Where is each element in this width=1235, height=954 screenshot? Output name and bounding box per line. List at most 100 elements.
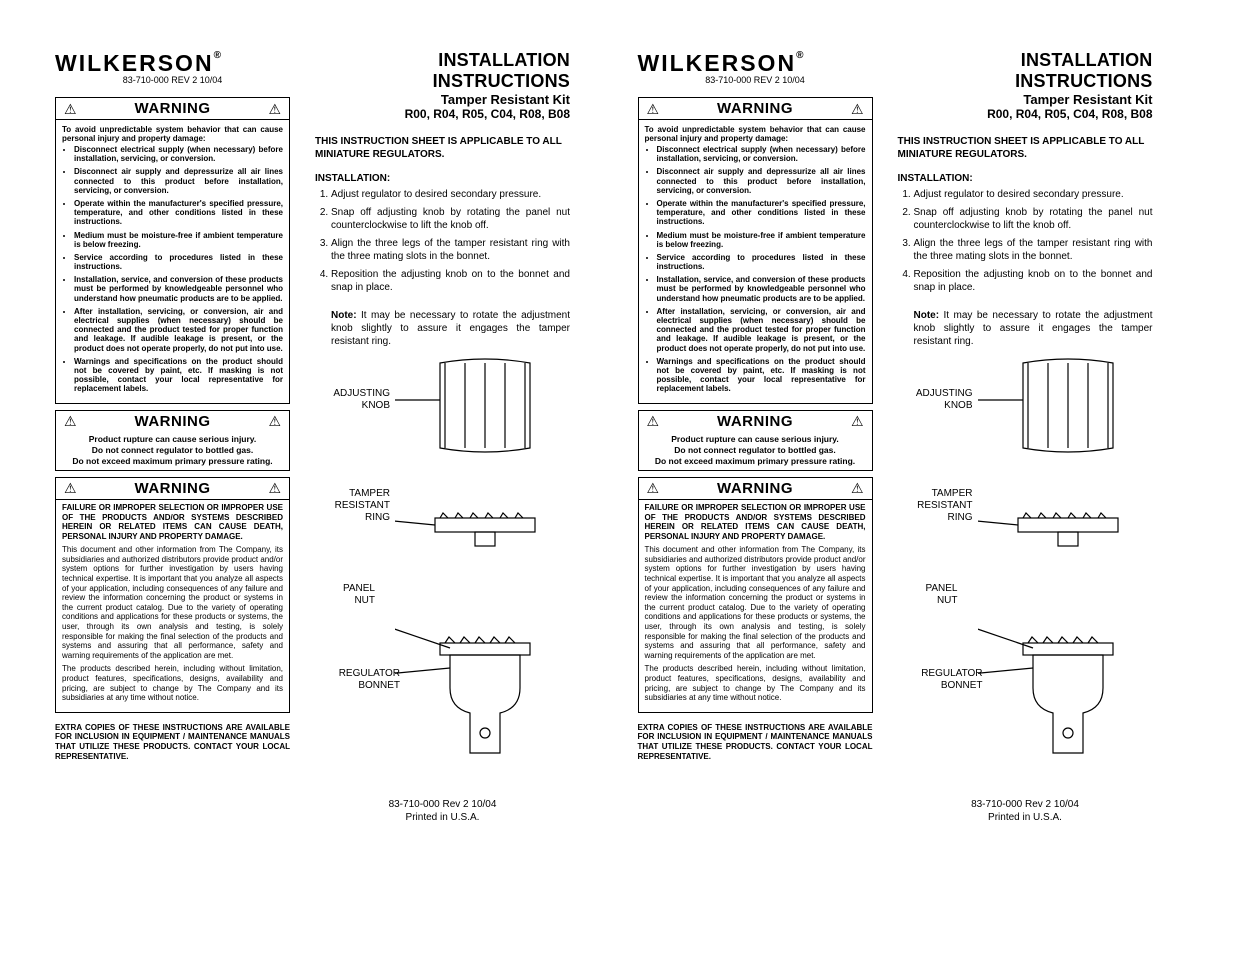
warning-label: WARNING xyxy=(717,480,793,497)
bullet: Installation, service, and conversion of… xyxy=(74,275,283,303)
label-knob: ADJUSTINGKNOB xyxy=(315,388,390,412)
bullet: Disconnect electrical supply (when neces… xyxy=(74,145,283,163)
warning-label: WARNING xyxy=(717,413,793,430)
bullet: Disconnect electrical supply (when neces… xyxy=(657,145,866,163)
brand-name: WILKERSON® xyxy=(55,50,223,76)
step: Align the three legs of the tamper resis… xyxy=(914,237,1153,263)
label-bonnet: REGULATORBONNET xyxy=(898,668,983,692)
warning-icon: ⚠ xyxy=(64,481,77,495)
diagram: ADJUSTINGKNOB TAMPERRESISTANTRING PANELN… xyxy=(315,358,570,798)
warning-label: WARNING xyxy=(135,100,211,117)
step: Align the three legs of the tamper resis… xyxy=(331,237,570,263)
step: Snap off adjusting knob by rotating the … xyxy=(331,206,570,232)
title-line-2: Tamper Resistant Kit xyxy=(898,92,1153,107)
install-steps: Adjust regulator to desired secondary pr… xyxy=(315,188,570,299)
warning2-line: Do not connect regulator to bottled gas. xyxy=(645,445,866,456)
warning-label: WARNING xyxy=(135,480,211,497)
warning-icon: ⚠ xyxy=(64,414,77,428)
footer-line-1: 83-710-000 Rev 2 10/04 xyxy=(315,798,570,811)
bullet: Operate within the manufacturer's specif… xyxy=(657,199,866,227)
warning-head: ⚠ WARNING ⚠ xyxy=(639,478,872,500)
diagram: ADJUSTINGKNOB TAMPERRESISTANTRING PANELN… xyxy=(898,358,1153,798)
warning-icon: ⚠ xyxy=(268,414,281,428)
warning-head: ⚠ WARNING ⚠ xyxy=(56,411,289,432)
note-text: It may be necessary to rotate the adjust… xyxy=(914,310,1153,347)
installation-heading: INSTALLATION: xyxy=(315,173,570,184)
warning-box-3: ⚠ WARNING ⚠ FAILURE OR IMPROPER SELECTIO… xyxy=(55,477,290,713)
warning2-line: Do not connect regulator to bottled gas. xyxy=(62,445,283,456)
sheet-left: WILKERSON® 83-710-000 REV 2 10/04 ⚠ WARN… xyxy=(55,50,598,824)
page-container: WILKERSON® 83-710-000 REV 2 10/04 ⚠ WARN… xyxy=(0,0,1235,874)
step: Reposition the adjusting knob on to the … xyxy=(914,268,1153,294)
step: Snap off adjusting knob by rotating the … xyxy=(914,206,1153,232)
warning-icon: ⚠ xyxy=(647,102,660,116)
warning2-line: Do not exceed maximum primary pressure r… xyxy=(62,456,283,467)
warning-label: WARNING xyxy=(135,413,211,430)
warning-icon: ⚠ xyxy=(268,102,281,116)
label-nut: PANELNUT xyxy=(898,583,958,607)
bullet: After installation, servicing, or conver… xyxy=(657,307,866,353)
title-line-3: R00, R04, R05, C04, R08, B08 xyxy=(315,107,570,121)
warning3-para1: This document and other information from… xyxy=(62,545,283,660)
installation-heading: INSTALLATION: xyxy=(898,173,1153,184)
warning-icon: ⚠ xyxy=(647,414,660,428)
bullet: Operate within the manufacturer's specif… xyxy=(74,199,283,227)
bullet: Service according to procedures listed i… xyxy=(657,253,866,271)
diagram-svg xyxy=(978,358,1153,778)
warning2-body: Product rupture can cause serious injury… xyxy=(639,432,872,470)
warning2-line: Product rupture can cause serious injury… xyxy=(645,434,866,445)
brand-name: WILKERSON® xyxy=(638,50,806,76)
doc-number: 83-710-000 REV 2 10/04 xyxy=(638,75,873,85)
bullet: Warnings and specifications on the produ… xyxy=(74,357,283,394)
warning-icon: ⚠ xyxy=(64,102,77,116)
sheet-right: WILKERSON® 83-710-000 REV 2 10/04 ⚠ WARN… xyxy=(638,50,1181,824)
doc-number: 83-710-000 REV 2 10/04 xyxy=(55,75,290,85)
applicable-text: THIS INSTRUCTION SHEET IS APPLICABLE TO … xyxy=(315,135,570,161)
title-line-1: INSTALLATION INSTRUCTIONS xyxy=(898,50,1153,92)
left-column: WILKERSON® 83-710-000 REV 2 10/04 ⚠ WARN… xyxy=(638,50,873,824)
warning-icon: ⚠ xyxy=(647,481,660,495)
warning-body: To avoid unpredictable system behavior t… xyxy=(56,120,289,403)
warning3-bold: FAILURE OR IMPROPER SELECTION OR IMPROPE… xyxy=(645,503,866,541)
applicable-text: THIS INSTRUCTION SHEET IS APPLICABLE TO … xyxy=(898,135,1153,161)
brand-block: WILKERSON® 83-710-000 REV 2 10/04 xyxy=(638,50,873,85)
step: Reposition the adjusting knob on to the … xyxy=(331,268,570,294)
label-bonnet: REGULATORBONNET xyxy=(315,668,400,692)
warning3-para2: The products described herein, including… xyxy=(62,664,283,702)
note-label: Note: xyxy=(914,310,940,321)
warning-icon: ⚠ xyxy=(268,481,281,495)
right-column: INSTALLATION INSTRUCTIONS Tamper Resista… xyxy=(315,50,570,824)
warning-icon: ⚠ xyxy=(851,414,864,428)
warning-box-1: ⚠ WARNING ⚠ To avoid unpredictable syste… xyxy=(55,97,290,404)
warning2-line: Do not exceed maximum primary pressure r… xyxy=(645,456,866,467)
warning-head: ⚠ WARNING ⚠ xyxy=(639,98,872,120)
extra-copies: EXTRA COPIES OF THESE INSTRUCTIONS ARE A… xyxy=(638,723,873,761)
warning-icon: ⚠ xyxy=(851,102,864,116)
right-column: INSTALLATION INSTRUCTIONS Tamper Resista… xyxy=(898,50,1153,824)
warning3-para1: This document and other information from… xyxy=(645,545,866,660)
warning-body: To avoid unpredictable system behavior t… xyxy=(639,120,872,403)
diagram-svg xyxy=(395,358,570,778)
bullet: Medium must be moisture-free if ambient … xyxy=(74,231,283,249)
warning3-body: FAILURE OR IMPROPER SELECTION OR IMPROPE… xyxy=(56,500,289,712)
warning1-bullets: Disconnect electrical supply (when neces… xyxy=(645,145,866,394)
label-knob: ADJUSTINGKNOB xyxy=(898,388,973,412)
bullet: After installation, servicing, or conver… xyxy=(74,307,283,353)
extra-copies: EXTRA COPIES OF THESE INSTRUCTIONS ARE A… xyxy=(55,723,290,761)
bullet: Installation, service, and conversion of… xyxy=(657,275,866,303)
warning-head: ⚠ WARNING ⚠ xyxy=(56,98,289,120)
footer-line-2: Printed in U.S.A. xyxy=(315,811,570,824)
footer: 83-710-000 Rev 2 10/04 Printed in U.S.A. xyxy=(898,798,1153,824)
warning-label: WARNING xyxy=(717,100,793,117)
bullet: Medium must be moisture-free if ambient … xyxy=(657,231,866,249)
bullet: Disconnect air supply and depressurize a… xyxy=(657,167,866,195)
warning-box-2: ⚠ WARNING ⚠ Product rupture can cause se… xyxy=(55,410,290,471)
title-line-2: Tamper Resistant Kit xyxy=(315,92,570,107)
footer: 83-710-000 Rev 2 10/04 Printed in U.S.A. xyxy=(315,798,570,824)
note-label: Note: xyxy=(331,310,357,321)
warning2-line: Product rupture can cause serious injury… xyxy=(62,434,283,445)
warning-box-2: ⚠ WARNING ⚠ Product rupture can cause se… xyxy=(638,410,873,471)
warning3-para2: The products described herein, including… xyxy=(645,664,866,702)
bullet: Service according to procedures listed i… xyxy=(74,253,283,271)
warning1-intro: To avoid unpredictable system behavior t… xyxy=(62,125,283,143)
